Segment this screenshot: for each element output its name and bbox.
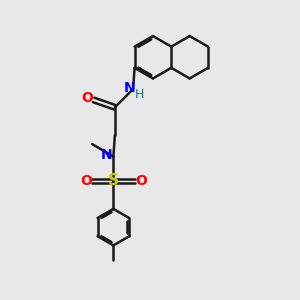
Text: O: O — [80, 174, 92, 188]
Text: N: N — [101, 148, 113, 162]
Text: O: O — [135, 174, 147, 188]
Text: H: H — [135, 88, 144, 101]
Text: N: N — [124, 81, 135, 95]
Text: S: S — [108, 173, 119, 188]
Text: O: O — [81, 92, 93, 106]
